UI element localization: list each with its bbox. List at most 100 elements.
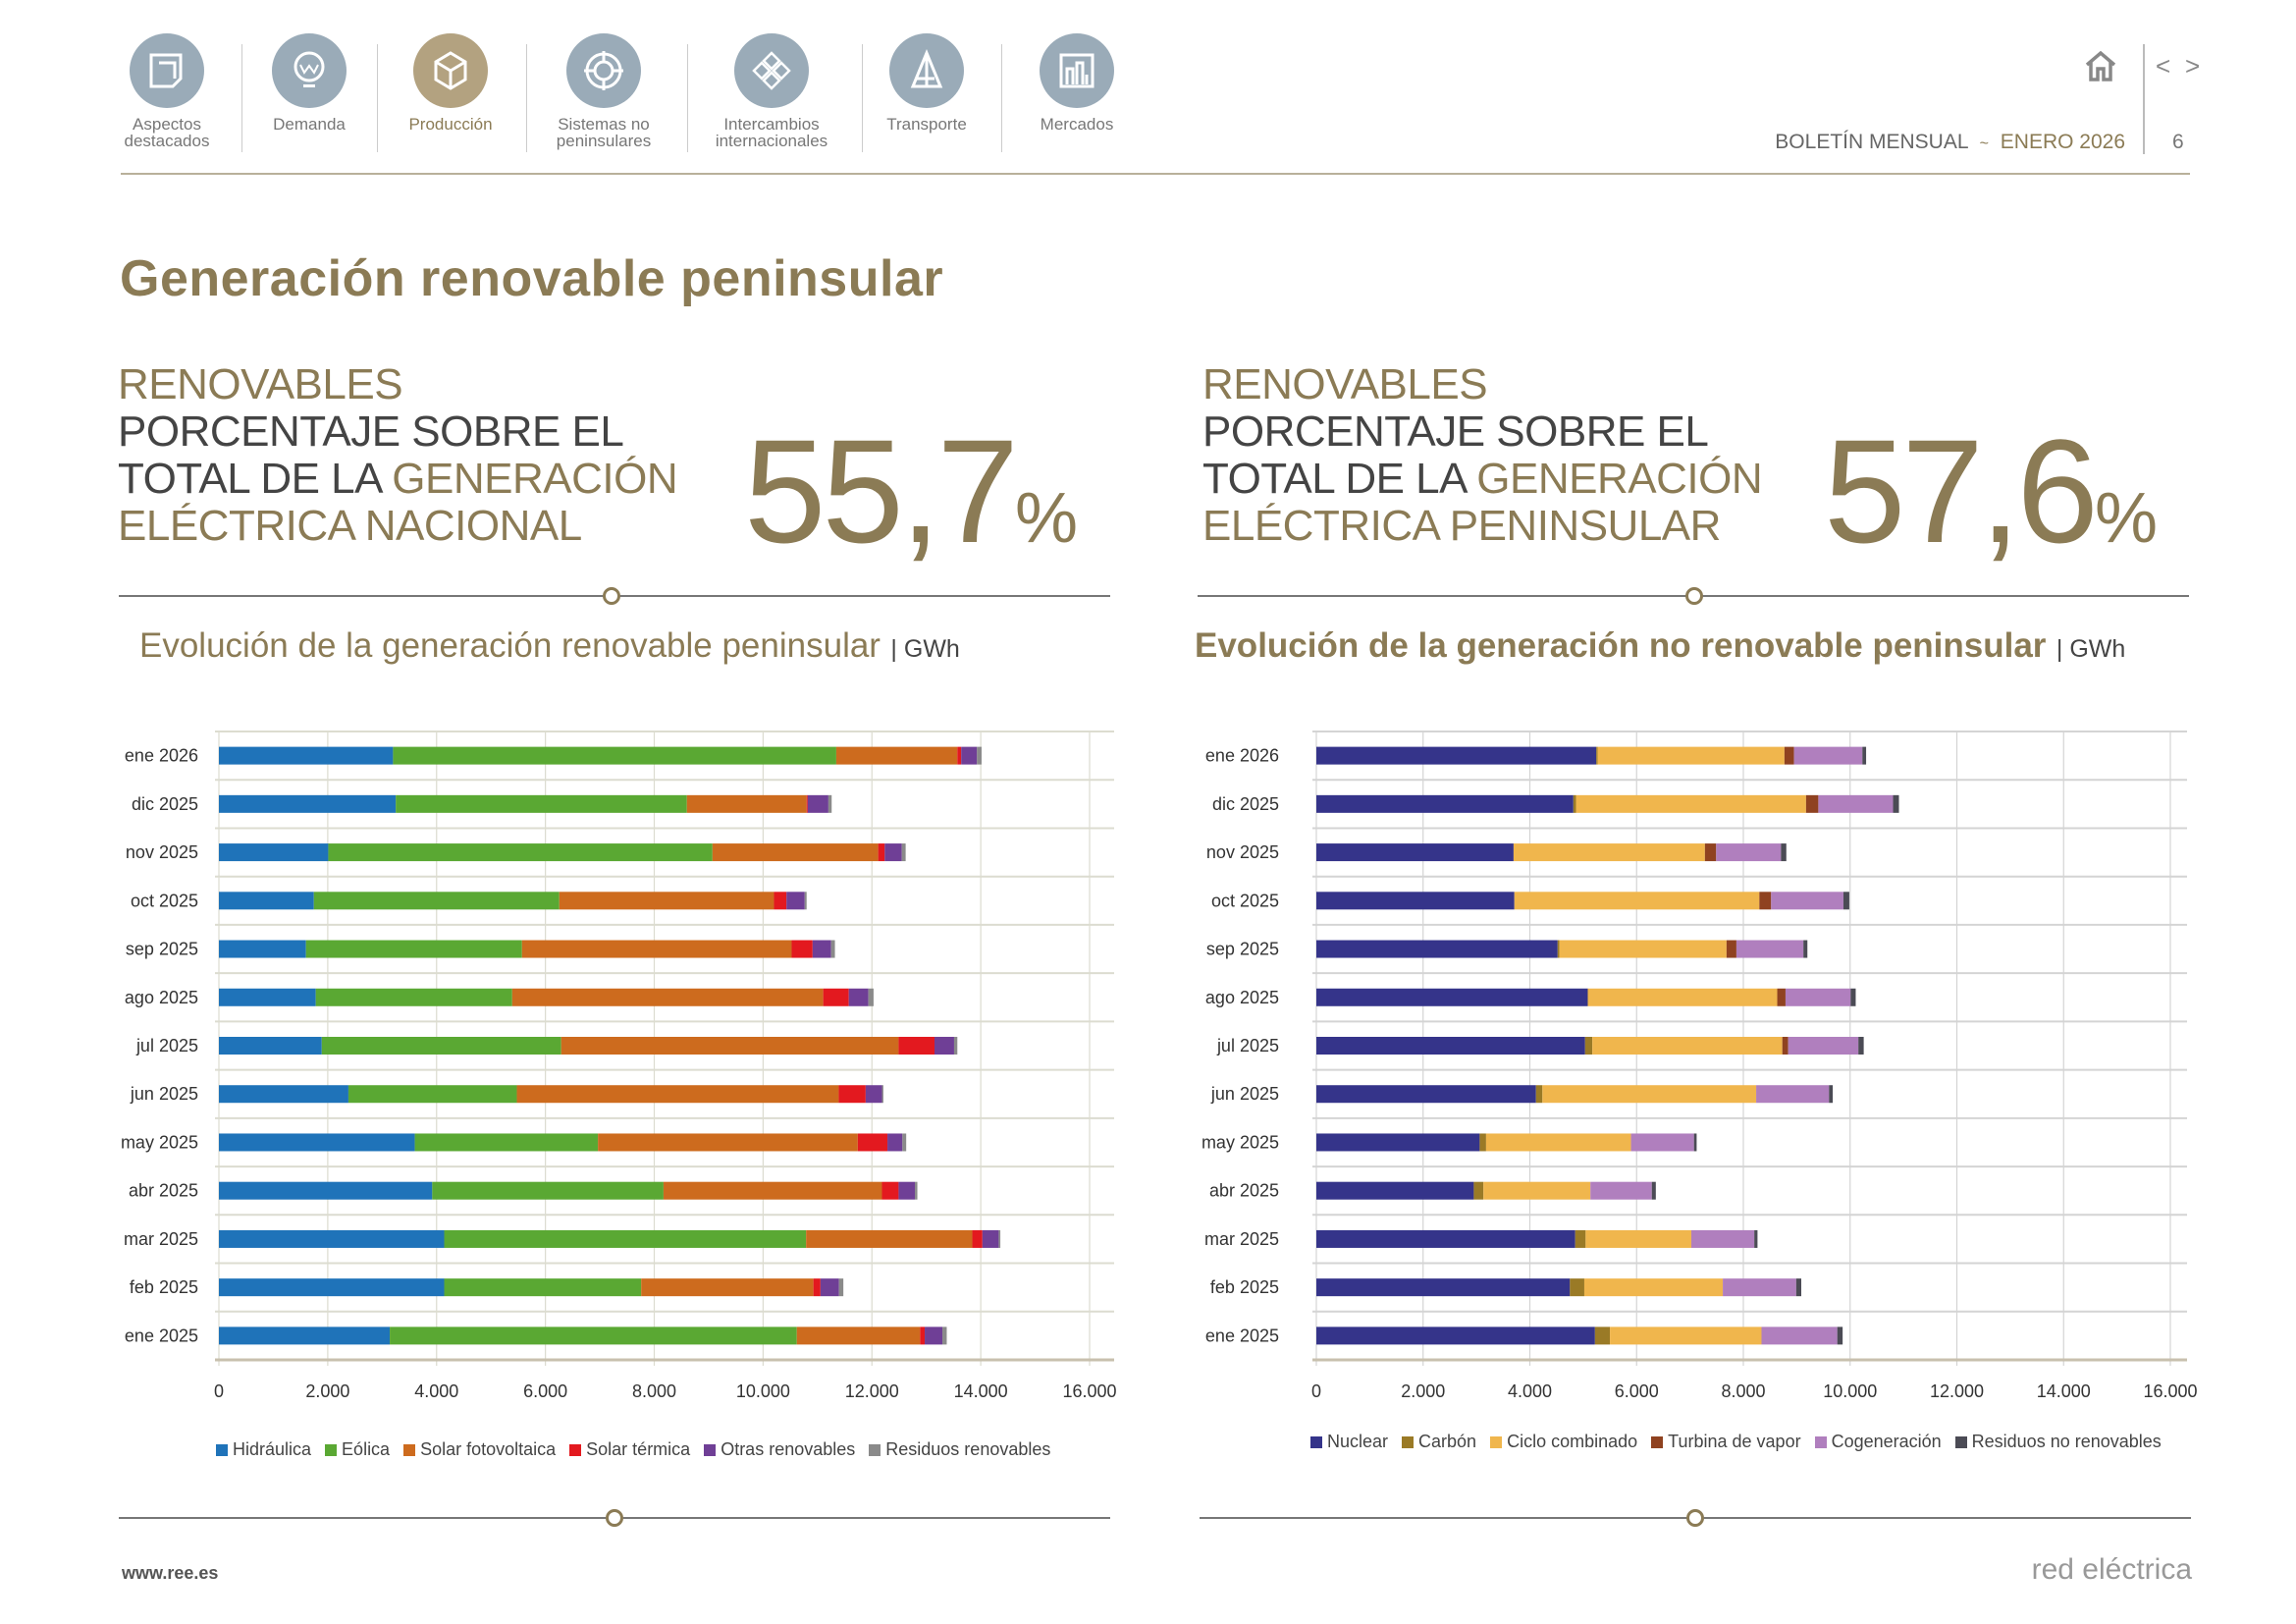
footer-url[interactable]: www.ree.es [122, 1563, 219, 1583]
bar-segment [1316, 988, 1588, 1006]
nav-produccion[interactable]: Producción [382, 33, 519, 133]
category-label: jul 2025 [135, 1036, 198, 1056]
bar-segment [865, 1085, 882, 1104]
bar-segment [1557, 940, 1560, 958]
bar-segment [1735, 940, 1804, 958]
legend-label: Turbina de vapor [1668, 1432, 1801, 1451]
nav-sistemas-no-peninsulares[interactable]: Sistemas no peninsulares [535, 33, 672, 149]
bar-segment [820, 1278, 839, 1297]
bar-segment [1716, 843, 1782, 862]
legend-swatch [216, 1444, 228, 1456]
legend-item: Residuos no renovables [1954, 1432, 2162, 1452]
x-tick-label: 4.000 [414, 1381, 458, 1401]
bulletin-month: ENERO 2026 [2000, 131, 2125, 153]
bar-segment [516, 1085, 839, 1104]
bar-segment [977, 746, 982, 765]
bar-segment [1788, 1037, 1859, 1055]
x-tick-label: 0 [214, 1381, 224, 1401]
nav-label: Producción [408, 115, 493, 134]
bar-segment [1610, 1326, 1762, 1345]
bar-segment [823, 988, 849, 1006]
nav-mercados[interactable]: Mercados [1008, 33, 1146, 133]
bar-segment [1803, 940, 1808, 958]
legend-swatch [1402, 1436, 1415, 1448]
legend-label: Eólica [342, 1439, 391, 1459]
bar-segment [791, 940, 813, 958]
next-page-button[interactable]: > [2185, 51, 2201, 81]
bar-segment [1583, 1278, 1724, 1297]
legend-swatch [704, 1444, 717, 1456]
nav-label: Mercados [1040, 115, 1114, 134]
kpi-left-value: 55,7% [744, 417, 1078, 565]
bar-segment [1837, 1326, 1843, 1345]
legend-label: Residuos renovables [885, 1439, 1051, 1459]
nav-label: Demanda [273, 115, 346, 134]
x-tick-label: 2.000 [1401, 1381, 1445, 1401]
x-tick-label: 8.000 [632, 1381, 676, 1401]
cube-icon [413, 33, 488, 108]
bar-segment [830, 940, 835, 958]
category-label: oct 2025 [1211, 891, 1279, 910]
kpi-line: PORCENTAJE SOBRE EL [1202, 407, 1709, 456]
home-icon[interactable] [2083, 49, 2118, 87]
bar-segment [663, 1181, 882, 1200]
nav-aspectos-destacados[interactable]: Aspectos destacados [98, 33, 236, 149]
kpi-line: TOTAL DE LA [118, 455, 393, 503]
kpi-unit: % [2094, 479, 2158, 558]
kpi-value: 55,7 [744, 408, 1019, 573]
kpi-right-value: 57,6% [1824, 417, 2158, 565]
bar-segment [219, 1181, 433, 1200]
bar-segment [828, 794, 832, 813]
bar-segment [1754, 1229, 1758, 1248]
target-icon [566, 33, 641, 108]
bar-segment [1479, 1133, 1486, 1152]
nav-demanda[interactable]: Demanda [240, 33, 378, 133]
bar-segment [806, 794, 808, 813]
bar-segment [219, 1037, 322, 1055]
nav-transporte[interactable]: Transporte [858, 33, 995, 133]
nav-divider [862, 44, 863, 152]
category-label: nov 2025 [1206, 842, 1279, 862]
bar-segment [1795, 1278, 1801, 1297]
bar-segment [838, 1278, 844, 1297]
category-label: mar 2025 [124, 1229, 198, 1249]
bar-segment [1842, 892, 1849, 910]
prev-page-button[interactable]: < [2156, 51, 2171, 81]
legend-label: Nuclear [1327, 1432, 1389, 1451]
bar-segment [868, 988, 874, 1006]
nav-intercambios-internacionales[interactable]: Intercambios internacionales [703, 33, 840, 149]
category-label: may 2025 [121, 1132, 198, 1152]
hexagon-ornament-icon [603, 587, 620, 605]
category-label: sep 2025 [1206, 940, 1279, 959]
bar-segment [1316, 1326, 1595, 1345]
bar-segment [961, 746, 978, 765]
bar-segment [1316, 843, 1514, 862]
bar-segment [884, 843, 902, 862]
bar-segment [444, 1278, 642, 1297]
bar-segment [328, 843, 713, 862]
kpi-line: ELÉCTRICA NACIONAL [118, 502, 582, 550]
bar-segment [686, 794, 807, 813]
category-label: feb 2025 [130, 1277, 198, 1297]
bar-segment [1575, 1229, 1586, 1248]
bar-segment [998, 1229, 1001, 1248]
kpi-line: GENERACIÓN [1476, 455, 1763, 503]
bar-segment [1630, 1133, 1694, 1152]
chart-legend: Hidráulica Eólica Solar fotovoltaica Solar … [216, 1439, 1050, 1460]
legend-label: Carbón [1418, 1432, 1477, 1451]
chart-title: Evolución de la generación no renovable … [1195, 626, 2047, 665]
bar-segment [1829, 1085, 1834, 1104]
category-label: mar 2025 [1204, 1229, 1279, 1249]
legend-item: Otras renovables [704, 1439, 855, 1460]
legend-label: Hidráulica [233, 1439, 312, 1459]
bar-segment [1316, 1278, 1571, 1297]
diamond-grid-icon [734, 33, 809, 108]
bulletin-label: BOLETÍN MENSUAL [1775, 131, 1968, 153]
brand-logo: red eléctrica [2031, 1553, 2192, 1586]
bar-segment [953, 1037, 958, 1055]
bar-segment [796, 1326, 921, 1345]
bar-segment [835, 746, 958, 765]
page-number: 6 [2172, 131, 2184, 153]
kpi-right-text: RENOVABLES PORCENTAJE SOBRE EL TOTAL DE … [1202, 361, 1763, 550]
bar-segment [1693, 1133, 1697, 1152]
